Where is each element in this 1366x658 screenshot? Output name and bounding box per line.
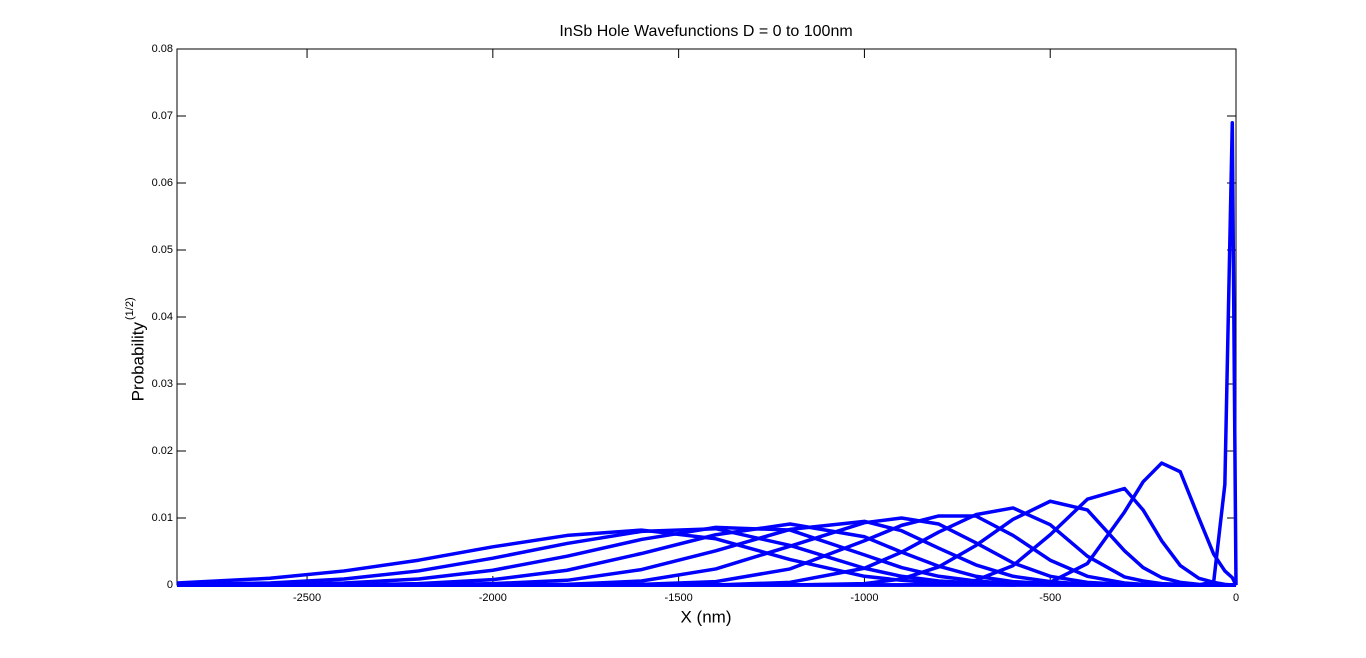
y-axis-label-group: Probability (1/2) bbox=[124, 297, 148, 401]
y-tick-label: 0 bbox=[167, 579, 173, 591]
x-tick-label: -1000 bbox=[850, 592, 878, 604]
y-tick-label: 0.02 bbox=[152, 445, 173, 457]
y-tick-label: 0.06 bbox=[152, 177, 173, 189]
y-tick-label: 0.05 bbox=[152, 244, 173, 256]
x-tick-label: -2500 bbox=[293, 592, 321, 604]
y-axis-label: Probability bbox=[128, 322, 147, 402]
y-tick-label: 0.08 bbox=[152, 43, 173, 55]
x-tick-label: -500 bbox=[1039, 592, 1061, 604]
y-tick-label: 0.03 bbox=[152, 378, 173, 390]
y-tick-label: 0.07 bbox=[152, 110, 173, 122]
y-axis-label-superscript: (1/2) bbox=[124, 297, 136, 320]
x-tick-label: -1500 bbox=[665, 592, 693, 604]
x-tick-label: 0 bbox=[1233, 592, 1239, 604]
chart-title: InSb Hole Wavefunctions D = 0 to 100nm bbox=[559, 23, 852, 40]
y-tick-label: 0.04 bbox=[152, 311, 173, 323]
x-axis-label: X (nm) bbox=[681, 607, 732, 626]
line-series bbox=[176, 528, 1236, 587]
y-tick-label: 0.01 bbox=[152, 512, 173, 524]
x-tick-label: -2000 bbox=[479, 592, 507, 604]
